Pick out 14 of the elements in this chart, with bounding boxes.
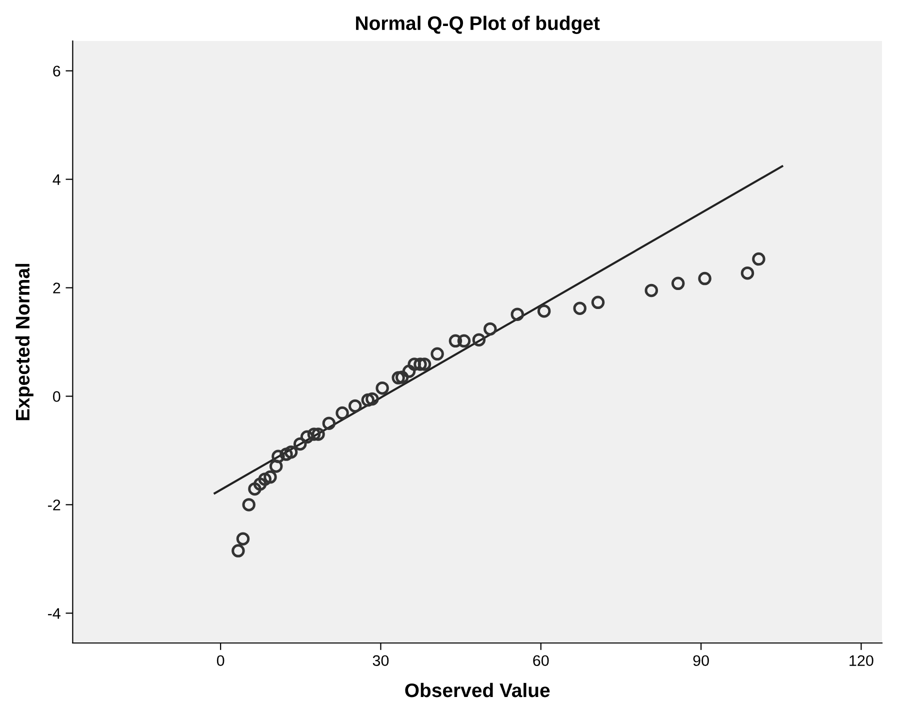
x-tick-label: 60 — [533, 655, 549, 666]
x-tick-label: 90 — [693, 655, 709, 666]
x-tick-label: 30 — [372, 655, 389, 666]
y-tick-label: 6 — [53, 66, 60, 77]
y-tick-label: 0 — [52, 391, 60, 402]
y-tick-label: 4 — [52, 174, 60, 185]
y-tick-label: -2 — [48, 500, 60, 510]
y-tick-label: 2 — [53, 282, 60, 294]
chart-title: Normal Q-Q Plot of budget — [356, 16, 600, 34]
y-tick-label: -4 — [48, 608, 60, 619]
x-axis-title: Observed Value — [405, 682, 550, 698]
x-tick-label: 0 — [216, 655, 224, 666]
y-axis-title: Expected Normal — [15, 264, 34, 420]
x-tick-label: 120 — [850, 655, 874, 666]
